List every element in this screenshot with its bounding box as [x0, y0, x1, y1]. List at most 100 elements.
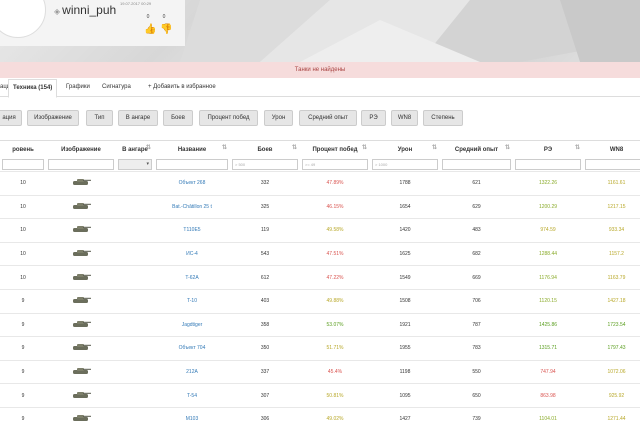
tank-name-link[interactable]: T-62A — [154, 265, 230, 290]
battles-cell: 543 — [230, 241, 300, 266]
sort-icon: ⇅ — [291, 145, 297, 151]
alert-banner: Танки не найдены — [0, 62, 640, 78]
tank-image — [46, 336, 116, 361]
tank-name-link[interactable]: 212A — [154, 359, 230, 384]
thumbs-up-icon[interactable]: 👍 — [144, 24, 157, 35]
exp-cell: 739 — [440, 406, 513, 431]
tank-name-link[interactable]: T-54 — [154, 383, 230, 408]
wn8-cell: 1163.79 — [583, 265, 640, 290]
wn8-filter[interactable] — [585, 159, 640, 170]
re-cell: 1200.29 — [513, 194, 583, 219]
column-toggle-re[interactable]: РЭ — [361, 110, 386, 126]
col-name[interactable]: Название ⇅ — [154, 140, 230, 158]
tab-charts[interactable]: Графики — [66, 84, 90, 90]
wn8-cell: 1427.18 — [583, 288, 640, 314]
wn8-cell: 1271.44 — [583, 406, 640, 431]
sort-icon: ⇅ — [221, 145, 227, 151]
avatar[interactable] — [0, 0, 46, 38]
column-toggle-degree[interactable]: Степень — [423, 110, 463, 126]
winrate-cell: 49.88% — [300, 288, 370, 314]
battles-cell: 119 — [230, 218, 300, 243]
col-re[interactable]: РЭ ⇅ — [513, 140, 583, 158]
col-exp[interactable]: Средний опыт ⇅ — [440, 140, 513, 158]
exp-cell: 621 — [440, 171, 513, 196]
hangar-cell — [116, 171, 154, 196]
col-winrate-label: Процент побед — [312, 146, 358, 153]
col-wn8[interactable]: WN8⇅ — [583, 140, 640, 158]
tank-name-link[interactable]: ИС-4 — [154, 241, 230, 266]
damage-cell: 1788 — [370, 171, 440, 196]
hangar-cell — [116, 288, 154, 314]
winrate-filter[interactable]: >= 49 — [302, 159, 368, 170]
col-level-label: ровень — [12, 146, 34, 153]
exp-filter[interactable] — [442, 159, 511, 170]
col-winrate[interactable]: Процент побед ⇅ — [300, 140, 370, 158]
level-cell: 9 — [0, 312, 46, 337]
tank-icon — [70, 178, 92, 188]
tab-signature[interactable]: Сигнатура — [102, 84, 131, 90]
damage-cell: 1198 — [370, 359, 440, 384]
image-filter[interactable] — [48, 159, 114, 170]
column-toggle-battles[interactable]: Боев — [163, 110, 193, 126]
tank-name-link[interactable]: Объект 704 — [154, 336, 230, 361]
col-hangar[interactable]: В ангаре ⇅ — [116, 140, 154, 158]
exp-cell: 669 — [440, 265, 513, 290]
winrate-cell: 49.02% — [300, 406, 370, 431]
name-filter[interactable] — [156, 159, 228, 170]
tab-vehicles[interactable]: Техника (154) — [8, 79, 58, 98]
column-toggle-wn8[interactable]: WN8 — [391, 110, 418, 126]
re-cell: 1120.15 — [513, 288, 583, 314]
tank-name-link[interactable]: M103 — [154, 406, 230, 431]
username-text: winni_puh — [62, 3, 117, 17]
exp-cell: 650 — [440, 383, 513, 408]
profile-card: ◈ winni_puh 19.07.2017 00:29 0 0 👍 👎 — [0, 0, 185, 46]
level-cell: 10 — [0, 171, 46, 196]
damage-cell: 1921 — [370, 312, 440, 337]
table-row: 9 T-54 307 50.81% 1095 650 863.98 925.92 — [0, 383, 640, 408]
col-image[interactable]: Изображение — [46, 140, 116, 158]
tank-icon — [70, 296, 92, 306]
table-row: 10 T110E5 119 49.58% 1420 483 974.59 933.34 — [0, 218, 640, 243]
column-toggle-image[interactable]: Изображение — [27, 110, 79, 126]
battles-cell: 403 — [230, 288, 300, 314]
col-battles[interactable]: Боев ⇅ — [230, 140, 300, 158]
winrate-cell: 50.81% — [300, 383, 370, 408]
tank-name-link[interactable]: T110E5 — [154, 218, 230, 243]
col-level[interactable]: ровень — [0, 140, 46, 158]
column-toggle-damage[interactable]: Урон — [264, 110, 293, 126]
table-row: 9 Jagdtiger 358 53.07% 1921 787 1425.86 1723.54 — [0, 312, 640, 337]
tank-name-link[interactable]: Объект 268 — [154, 171, 230, 196]
hangar-select[interactable]: ▾ — [118, 159, 152, 170]
tank-name-link[interactable]: Jagdtiger — [154, 312, 230, 337]
add-to-favorites[interactable]: + Добавить в избранное — [148, 84, 216, 90]
table-row: 10 Объект 268 332 47.89% 1788 621 1322.26 1161.… — [0, 171, 640, 196]
column-toggle-winrate[interactable]: Процент побед — [199, 110, 258, 126]
thumbs-down-icon[interactable]: 👎 — [160, 24, 173, 35]
col-image-label: Изображение — [61, 146, 101, 153]
col-hangar-label: В ангаре — [122, 146, 148, 153]
damage-filter[interactable]: > 1000 — [372, 159, 438, 170]
column-toggle-exp[interactable]: Средний опыт — [299, 110, 357, 126]
battles-filter[interactable]: > 500 — [232, 159, 298, 170]
table-row: 10 ИС-4 543 47.51% 1625 682 1288.44 1157.2 — [0, 241, 640, 266]
re-cell: 1176.94 — [513, 265, 583, 290]
col-damage[interactable]: Урон ⇅ — [370, 140, 440, 158]
table-row: 9 Объект 704 350 51.71% 1955 783 1315.71 1797.4… — [0, 336, 640, 361]
vehicles-table: ровень Изображение В ангаре ⇅ Название ⇅ Б… — [0, 140, 640, 431]
tank-icon — [70, 343, 92, 353]
tank-icon — [70, 320, 92, 330]
column-toggle-0[interactable]: ация — [0, 110, 22, 126]
column-toggle-type[interactable]: Тип — [86, 110, 113, 126]
level-filter[interactable] — [2, 159, 44, 170]
tank-name-link[interactable]: T-10 — [154, 288, 230, 314]
winrate-cell: 53.07% — [300, 312, 370, 337]
tank-icon — [70, 391, 92, 401]
hangar-cell — [116, 359, 154, 384]
tank-image — [46, 241, 116, 266]
column-toggle-hangar[interactable]: В ангаре — [118, 110, 158, 126]
tab-prev[interactable]: ация — [0, 84, 14, 90]
re-filter[interactable] — [515, 159, 581, 170]
dropdown-arrow-icon: ▾ — [146, 161, 149, 167]
level-cell: 10 — [0, 194, 46, 219]
tank-name-link[interactable]: Bat.-Châtillon 25 t — [154, 194, 230, 219]
